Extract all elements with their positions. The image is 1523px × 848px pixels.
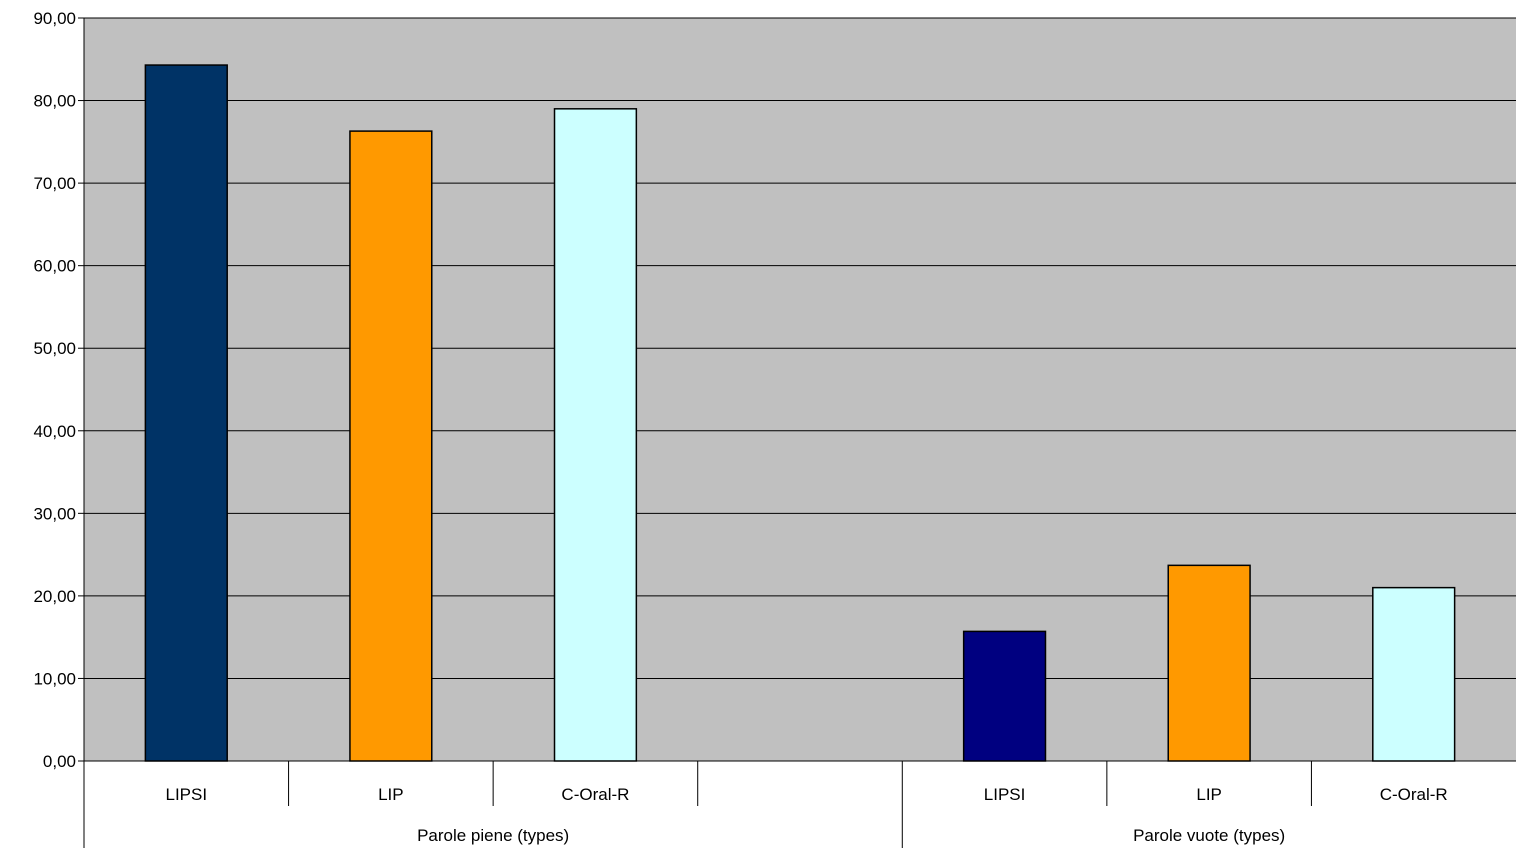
x-tick-label: LIPSI bbox=[165, 785, 207, 804]
y-tick-label: 50,00 bbox=[33, 339, 76, 358]
y-tick-label: 60,00 bbox=[33, 257, 76, 276]
y-tick-label: 80,00 bbox=[33, 92, 76, 111]
y-tick-label: 30,00 bbox=[33, 504, 76, 523]
bar bbox=[144, 64, 228, 762]
bar bbox=[962, 630, 1047, 762]
y-tick-label: 10,00 bbox=[33, 669, 76, 688]
x-axis: LIPSI LIP C-Oral-R Parole piene (types) LIPS… bbox=[84, 760, 1516, 848]
bar bbox=[553, 108, 638, 762]
y-tick-label: 20,00 bbox=[33, 587, 76, 606]
bar bbox=[1372, 586, 1456, 762]
plot-area bbox=[84, 18, 1516, 761]
x-group-label: Parole piene (types) bbox=[417, 826, 569, 845]
bars bbox=[144, 64, 1456, 762]
x-tick-label: C-Oral-R bbox=[1380, 785, 1448, 804]
bar bbox=[1167, 564, 1251, 762]
y-tick-label: 0,00 bbox=[43, 752, 76, 771]
gridlines bbox=[84, 17, 1516, 679]
y-axis: 0,00 10,00 20,00 30,00 40,00 50,00 60,00 70,00 8… bbox=[33, 9, 85, 848]
bar bbox=[349, 130, 433, 762]
x-tick-label: LIP bbox=[1196, 785, 1222, 804]
y-tick-label: 70,00 bbox=[33, 174, 76, 193]
x-tick-label: C-Oral-R bbox=[561, 785, 629, 804]
y-tick-label: 90,00 bbox=[33, 9, 76, 28]
x-tick-label: LIPSI bbox=[984, 785, 1026, 804]
y-tick-label: 40,00 bbox=[33, 422, 76, 441]
x-group-label: Parole vuote (types) bbox=[1133, 826, 1285, 845]
x-tick-label: LIP bbox=[378, 785, 404, 804]
